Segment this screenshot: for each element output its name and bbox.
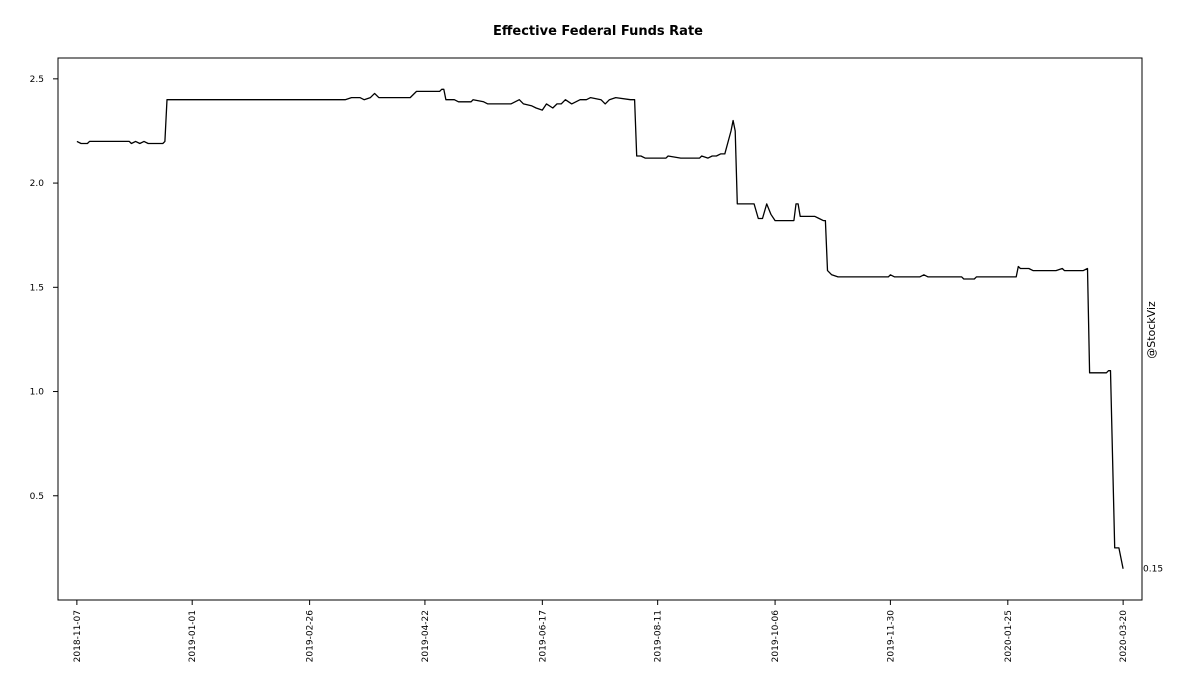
y-tick-label: 2.5 (30, 75, 44, 85)
x-tick-label: 2019-04-22 (421, 610, 431, 662)
x-axis: 2018-11-07 2019-01-01 2019-02-26 2019-04-22… (73, 600, 1129, 662)
series-line (76, 88, 1124, 569)
plot-frame (57, 57, 1143, 601)
x-tick-label: 2019-02-26 (306, 610, 316, 663)
y-axis: 0.5 1.0 1.5 2.0 2.5 (30, 75, 58, 502)
x-tick-label: 2019-10-06 (771, 610, 781, 663)
x-tick-label: 2018-11-07 (73, 610, 83, 662)
series-layer (76, 88, 1124, 569)
y-tick-label: 1.0 (30, 388, 45, 398)
x-tick-label: 2019-08-11 (654, 610, 664, 662)
y-tick-label: 0.5 (30, 492, 44, 502)
x-tick-label: 2020-03-20 (1119, 610, 1129, 663)
watermark: @StockViz (1145, 301, 1158, 359)
chart-title: Effective Federal Funds Rate (493, 24, 703, 39)
x-tick-label: 2019-01-01 (188, 610, 198, 662)
y-tick-label: 1.5 (30, 283, 44, 293)
x-tick-label: 2019-06-17 (538, 610, 548, 662)
y-tick-label: 2.0 (30, 179, 45, 189)
x-tick-label: 2020-01-25 (1004, 610, 1014, 662)
x-tick-label: 2019-11-30 (886, 610, 896, 663)
last-value-label: 0.15 (1143, 565, 1163, 575)
